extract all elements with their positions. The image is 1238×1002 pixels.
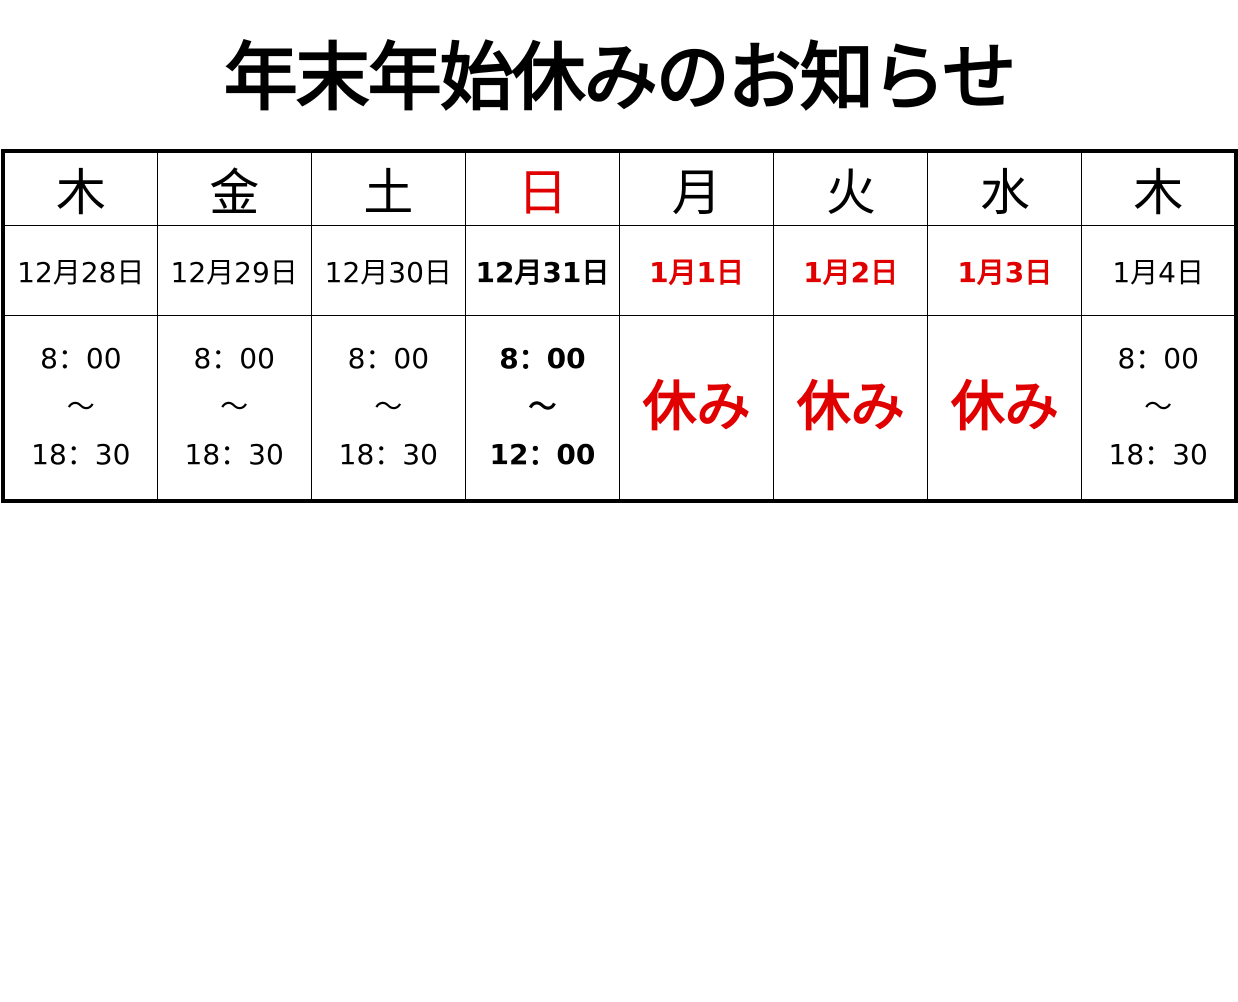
- open-time: 8：00: [40, 342, 122, 376]
- hours-cell: 8：00 ～ 12：00: [464, 315, 621, 501]
- range-separator: ～: [1144, 390, 1173, 424]
- open-time: 8：00: [193, 342, 275, 376]
- date-cell: 1月1日: [618, 225, 775, 316]
- page-title: 年末年始休みのお知らせ: [223, 35, 1017, 121]
- weekday-cell: 木: [1081, 150, 1237, 226]
- date-cell: 12月30日: [310, 225, 466, 316]
- date-cell: 12月31日: [464, 225, 621, 316]
- close-time: 18：30: [1108, 438, 1208, 472]
- hours-cell: 8：00 ～ 18：30: [156, 315, 312, 501]
- weekday-cell: 金: [156, 150, 312, 226]
- weekday-cell: 水: [927, 150, 1083, 226]
- weekday-cell: 火: [773, 150, 929, 226]
- hours-cell: 8：00 ～ 18：30: [310, 315, 466, 501]
- date-cell: 1月2日: [773, 225, 929, 316]
- close-time: 12：00: [489, 438, 596, 472]
- range-separator: ～: [220, 390, 249, 424]
- weekday-cell: 日: [464, 150, 621, 226]
- date-cell: 1月4日: [1081, 225, 1237, 316]
- date-cell: 1月3日: [927, 225, 1083, 316]
- date-cell: 12月28日: [2, 225, 158, 316]
- holiday-schedule-table: 木金土日月火水木 12月28日 12月29日 12月30日 12月31日 1月1日 1月2…: [1, 149, 1238, 503]
- hours-cell: 8：00 ～ 18：30: [1081, 315, 1237, 501]
- weekday-row: 木金土日月火水木: [2, 150, 1237, 226]
- range-separator: ～: [528, 390, 557, 424]
- range-separator: ～: [374, 390, 403, 424]
- open-time: 8：00: [347, 342, 430, 376]
- date-cell: 12月29日: [156, 225, 312, 316]
- open-time: 8：00: [1117, 342, 1199, 376]
- open-time: 8：00: [499, 342, 586, 376]
- hours-row: 8：00 ～ 18：30 8：00 ～ 18：30 8：00 ～ 18：30 8：00 ～ 12：00…: [2, 315, 1237, 501]
- weekday-cell: 土: [310, 150, 466, 226]
- close-time: 18：30: [31, 438, 131, 472]
- close-time: 18：30: [338, 438, 438, 472]
- close-time: 18：30: [184, 438, 284, 472]
- weekday-cell: 木: [2, 150, 158, 226]
- closed-cell: 休み: [773, 315, 929, 501]
- weekday-cell: 月: [618, 150, 775, 226]
- closed-cell: 休み: [618, 315, 775, 501]
- date-row: 12月28日 12月29日 12月30日 12月31日 1月1日 1月2日 1月3日 1月4日: [2, 225, 1237, 316]
- closed-cell: 休み: [927, 315, 1083, 501]
- range-separator: ～: [66, 390, 95, 424]
- hours-cell: 8：00 ～ 18：30: [2, 315, 158, 501]
